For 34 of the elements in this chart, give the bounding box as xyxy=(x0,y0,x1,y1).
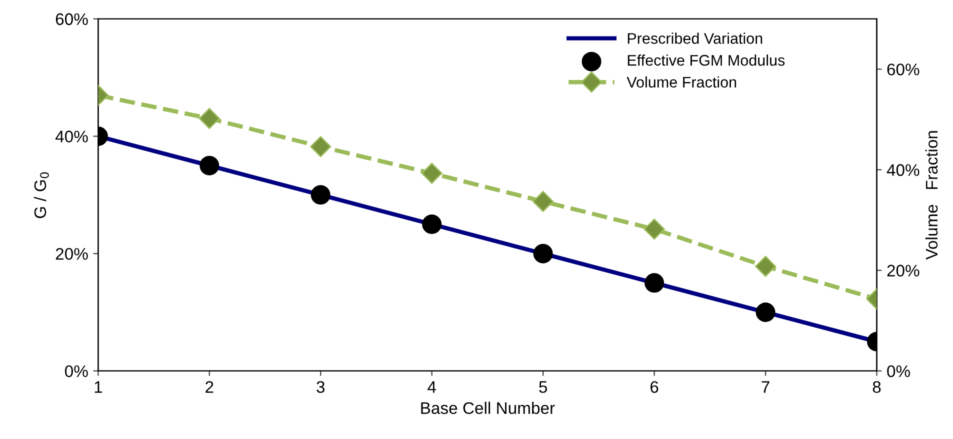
point xyxy=(310,185,330,205)
x-tick-label: 3 xyxy=(316,381,325,393)
point xyxy=(644,273,664,293)
point xyxy=(756,302,776,322)
point xyxy=(200,156,220,176)
point xyxy=(755,256,776,277)
x-tick-label: 8 xyxy=(872,381,881,393)
y-tick-label: 20% xyxy=(56,248,88,260)
legend-label: Volume Fraction xyxy=(626,76,736,88)
y2-tick-label: 60% xyxy=(887,64,920,76)
y-tick-label: 60% xyxy=(56,13,88,26)
y-axis-title: G / G$_{0}$ xyxy=(34,172,49,218)
point xyxy=(532,190,554,212)
legend-label: Prescribed Variation xyxy=(628,32,762,44)
y2-tick-label: 0% xyxy=(887,365,910,378)
y-tick-label: 40% xyxy=(55,130,88,142)
point xyxy=(310,136,332,158)
y2-tick-label: 20% xyxy=(887,264,920,277)
y2-tick-label: 40% xyxy=(886,164,920,176)
point xyxy=(422,214,442,234)
x-tick-label: 7 xyxy=(762,381,770,393)
x-tick-label: 1 xyxy=(94,381,102,393)
x-axis-title: Base Cell Number xyxy=(421,402,555,414)
x-tick-label: 6 xyxy=(650,381,658,393)
y-tick-label: 0% xyxy=(65,365,88,378)
x-tick-label: 5 xyxy=(539,381,548,393)
y2-axis-title: Volume Fraction xyxy=(925,131,938,260)
point xyxy=(198,108,220,129)
x-tick-label: 2 xyxy=(206,381,214,393)
x-tick-label: 4 xyxy=(428,381,436,393)
point xyxy=(421,162,442,184)
legend-label: Effective FGM Modulus xyxy=(628,54,785,66)
point xyxy=(644,218,665,240)
point xyxy=(533,244,553,264)
